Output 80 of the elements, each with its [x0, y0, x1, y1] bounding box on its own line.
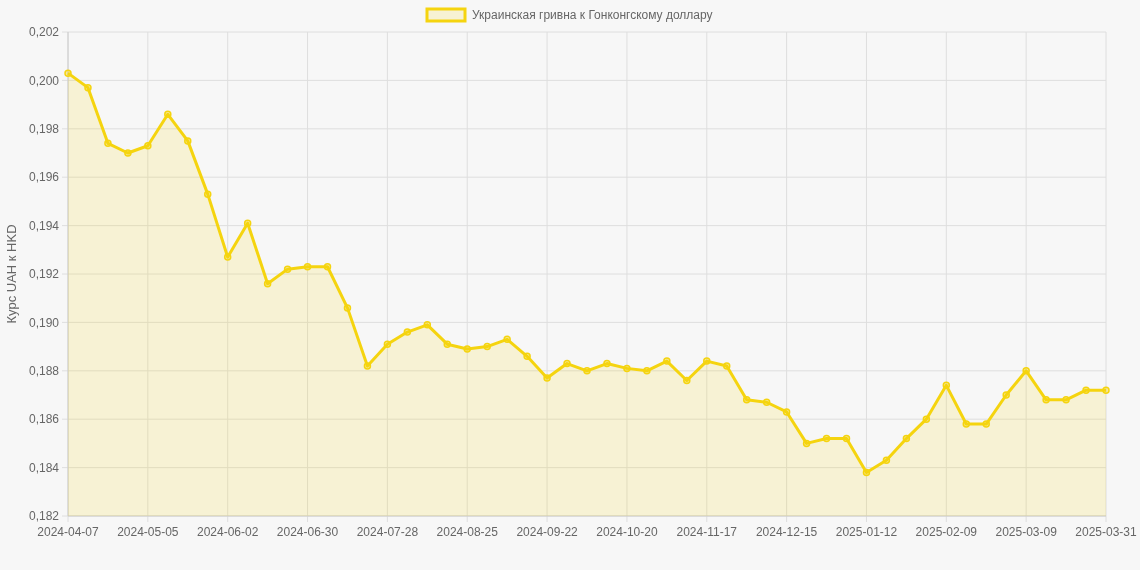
point — [1042, 396, 1050, 404]
y-tick-label: 0,190 — [28, 315, 60, 330]
point — [1002, 391, 1010, 399]
point — [164, 110, 172, 119]
y-tick-label: 0,194 — [28, 218, 60, 233]
point — [124, 149, 132, 157]
y-tick-label: 0,188 — [28, 364, 60, 378]
point — [383, 340, 392, 348]
point — [343, 304, 352, 312]
x-tick-label: 2024-06-02 — [197, 525, 259, 539]
x-tick-label: 2024-06-30 — [276, 525, 339, 539]
point — [583, 367, 591, 375]
point — [283, 265, 292, 273]
point — [523, 352, 531, 361]
point — [363, 362, 372, 370]
y-tick-label: 0,186 — [28, 412, 60, 427]
point — [184, 137, 192, 145]
point — [882, 456, 891, 465]
point — [902, 434, 911, 443]
point — [323, 262, 332, 271]
y-tick-label: 0,196 — [28, 170, 60, 185]
point — [263, 279, 272, 288]
point — [922, 415, 931, 423]
x-tick-label: 2025-01-12 — [835, 525, 898, 539]
point — [722, 362, 731, 370]
point — [962, 420, 971, 428]
x-tick-label: 2025-03-09 — [995, 525, 1058, 539]
point — [1102, 386, 1110, 394]
point — [703, 357, 711, 365]
point — [762, 398, 771, 407]
x-tick-label: 2024-08-25 — [436, 525, 499, 539]
point — [243, 219, 252, 227]
point — [862, 468, 871, 477]
point — [1062, 396, 1070, 404]
point — [144, 141, 152, 150]
y-tick-label: 0,192 — [28, 267, 60, 282]
y-tick-label: 0,200 — [28, 73, 60, 88]
y-tick-label: 0,184 — [28, 460, 60, 475]
point — [64, 69, 72, 77]
point — [463, 345, 471, 353]
point — [782, 408, 791, 416]
point — [543, 374, 551, 382]
x-tick-label: 2024-10-20 — [596, 525, 658, 539]
x-tick-label: 2024-09-22 — [516, 525, 579, 539]
point — [742, 396, 751, 404]
point — [802, 439, 811, 448]
y-tick-label: 0,202 — [28, 25, 60, 40]
point — [563, 359, 571, 368]
point — [683, 376, 691, 385]
legend-label: Украинская гривна к Гонконгскому доллару — [472, 8, 713, 23]
point — [623, 364, 631, 373]
point — [84, 83, 92, 92]
point — [1022, 367, 1030, 375]
point — [443, 340, 452, 348]
point — [403, 328, 412, 336]
point — [104, 139, 112, 148]
point — [503, 335, 511, 344]
point — [1082, 386, 1090, 394]
point — [203, 190, 212, 198]
x-tick-label: 2024-05-05 — [117, 525, 179, 539]
x-tick-label: 2025-02-09 — [915, 525, 978, 539]
point — [603, 359, 611, 368]
point — [223, 253, 232, 261]
y-axis-title: Курс UAH к HKD — [4, 224, 19, 324]
point — [643, 367, 651, 375]
point — [942, 381, 951, 390]
x-tick-label: 2024-04-07 — [37, 525, 100, 539]
x-tick-label: 2024-07-28 — [356, 525, 419, 539]
x-tick-label: 2024-11-17 — [676, 525, 738, 539]
point — [842, 434, 851, 443]
point — [303, 262, 312, 271]
y-tick-label: 0,182 — [28, 509, 60, 524]
x-tick-label: 2024-12-15 — [755, 525, 818, 539]
point — [663, 357, 671, 365]
point — [483, 342, 491, 351]
y-tick-label: 0,198 — [28, 122, 60, 136]
point — [822, 434, 831, 443]
x-tick-label: 2025-03-31 — [1075, 525, 1138, 539]
point — [423, 321, 432, 329]
point — [982, 420, 990, 428]
